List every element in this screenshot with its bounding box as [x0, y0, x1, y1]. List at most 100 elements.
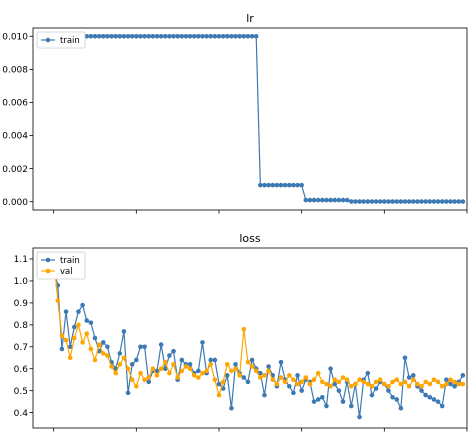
loss-train-point [154, 368, 160, 374]
lr-train-point [233, 33, 238, 39]
lr-train-point [353, 199, 358, 204]
loss-val-point [452, 379, 457, 385]
loss-val-point [117, 362, 123, 367]
loss-train-point [146, 379, 152, 385]
lr-train-point [162, 33, 168, 39]
loss-val-point [435, 379, 441, 385]
lr-train-point [336, 197, 342, 203]
loss-val-point [142, 377, 147, 383]
loss-legend-val-label: val [60, 267, 73, 277]
lr-train-point [361, 199, 366, 204]
loss-val-point [423, 379, 428, 385]
lr-train-point [179, 33, 185, 39]
loss-train-point [167, 353, 172, 358]
lr-train-point [328, 197, 333, 203]
lr-plot-frame [32, 27, 468, 211]
lr-train-point [134, 33, 139, 39]
loss-val-point [340, 375, 346, 380]
loss-val-point [196, 375, 201, 380]
loss-train-point [398, 405, 404, 411]
loss-val-point [187, 366, 193, 372]
lr-train-point [406, 199, 412, 204]
lr-legend-train-label: train [60, 36, 80, 46]
lr-train-point [253, 33, 259, 39]
lr-legend: train [36, 31, 86, 49]
lr-train-point [129, 33, 135, 39]
loss-val-point [386, 383, 391, 389]
loss-val-point [295, 381, 300, 387]
loss-train-point [233, 362, 238, 367]
lr-train-point [204, 33, 209, 39]
loss-val-point [105, 353, 110, 358]
loss-val-point [328, 383, 333, 389]
loss-val-point [167, 370, 172, 376]
lr-y-tick-label: 0.008 [2, 66, 28, 76]
lr-train-point [84, 33, 90, 39]
loss-train-point [125, 390, 131, 396]
loss-val-point [241, 326, 247, 332]
lr-train-point [200, 33, 205, 39]
lr-train-point [291, 182, 296, 188]
lr-train-point [196, 33, 201, 39]
loss-val-point [444, 381, 449, 387]
lr-train-point [187, 33, 193, 39]
loss-val-point [431, 377, 437, 383]
loss-val-point [229, 368, 234, 374]
loss-train-point [320, 394, 325, 400]
loss-train-point [452, 383, 457, 389]
loss-plot-frame [32, 247, 468, 429]
lr-train-point [423, 199, 428, 204]
loss-val-point [191, 373, 197, 378]
loss-val-point [121, 355, 127, 361]
lr-train-point [390, 199, 395, 204]
loss-y-tick-label: 1.0 [14, 277, 29, 287]
loss-train-point [311, 399, 317, 404]
loss-legend-val-marker [45, 268, 51, 274]
loss-train-point [340, 399, 346, 404]
loss-val-point [204, 368, 209, 374]
loss-y-tick-label: 0.4 [14, 409, 29, 419]
loss-train-point [328, 366, 333, 372]
loss-y-tick-label: 1.1 [14, 255, 28, 265]
loss-val-point [365, 381, 371, 387]
loss-val-point [415, 381, 420, 387]
loss-val-point [402, 379, 408, 385]
loss-train-point [245, 379, 251, 385]
loss-val-point [270, 377, 276, 383]
loss-val-point [113, 370, 118, 376]
loss-train-point [105, 344, 110, 350]
lr-subplot: lr 0.000 0.002 0.004 0.006 0.008 0.010 train [2, 12, 468, 214]
loss-val-point [76, 322, 81, 328]
loss-y-axis-ticks: 0.4 0.5 0.6 0.7 0.8 0.9 1.0 1.1 [14, 255, 33, 419]
loss-val-point [84, 331, 90, 336]
lr-train-point [332, 197, 338, 203]
loss-val-point [162, 359, 168, 365]
loss-val-point [183, 364, 189, 369]
loss-train-point [72, 324, 77, 330]
lr-train-point [382, 199, 387, 204]
loss-train-point [410, 373, 416, 378]
lr-train-point [324, 197, 329, 203]
loss-train-point [258, 370, 263, 376]
loss-train-point [390, 394, 395, 400]
lr-train-point [125, 33, 131, 39]
loss-train-point [76, 309, 81, 314]
lr-x-axis-ticks [53, 210, 468, 214]
loss-train-point [315, 397, 321, 402]
loss-val-point [92, 357, 98, 363]
loss-train-point [386, 388, 391, 393]
lr-train-point [282, 182, 288, 188]
lr-train-point [220, 33, 226, 39]
loss-train-point [435, 399, 441, 404]
loss-series-layer [51, 254, 466, 420]
loss-val-point [348, 383, 354, 389]
lr-train-point [344, 197, 350, 203]
loss-train-point [406, 375, 412, 380]
lr-train-line [53, 35, 463, 203]
loss-train-point [92, 335, 98, 341]
loss-val-point [253, 368, 259, 374]
loss-val-point [138, 370, 143, 376]
loss-train-point [336, 388, 342, 393]
